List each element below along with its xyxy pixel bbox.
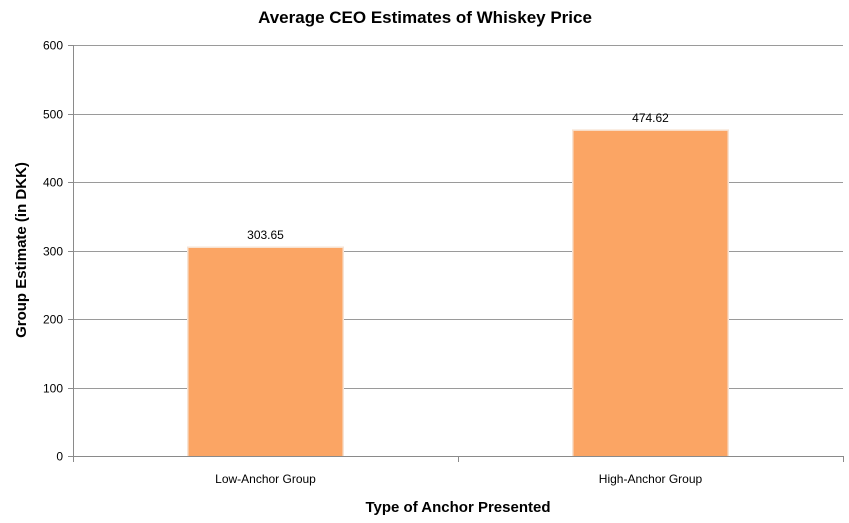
y-tick-label-300: 300 xyxy=(43,245,63,259)
data-label-low-anchor-group: 303.65 xyxy=(247,228,284,242)
y-axis-tick-labels: 0 100 200 300 400 500 600 xyxy=(43,39,63,464)
axes xyxy=(68,45,844,462)
y-tick-label-600: 600 xyxy=(43,39,63,53)
bar-low-anchor-group xyxy=(188,247,343,456)
x-axis-title: Type of Anchor Presented xyxy=(365,499,550,516)
y-tick-label-200: 200 xyxy=(43,313,63,327)
x-tick-label-low-anchor-group: Low-Anchor Group xyxy=(215,472,316,486)
y-axis-title: Group Estimate (in DKK) xyxy=(13,162,30,338)
x-tick-label-high-anchor-group: High-Anchor Group xyxy=(599,472,703,486)
y-tick-label-400: 400 xyxy=(43,176,63,190)
x-axis-tick-labels: Low-Anchor Group High-Anchor Group xyxy=(215,472,702,486)
data-label-high-anchor-group: 474.62 xyxy=(632,111,669,125)
chart-title: Average CEO Estimates of Whiskey Price xyxy=(258,8,592,27)
y-tick-label-500: 500 xyxy=(43,108,63,122)
bars xyxy=(187,129,729,456)
y-tick-label-0: 0 xyxy=(56,450,63,464)
bar-high-anchor-group xyxy=(573,130,728,456)
y-tick-label-100: 100 xyxy=(43,382,63,396)
data-labels: 303.65 474.62 xyxy=(247,111,669,242)
